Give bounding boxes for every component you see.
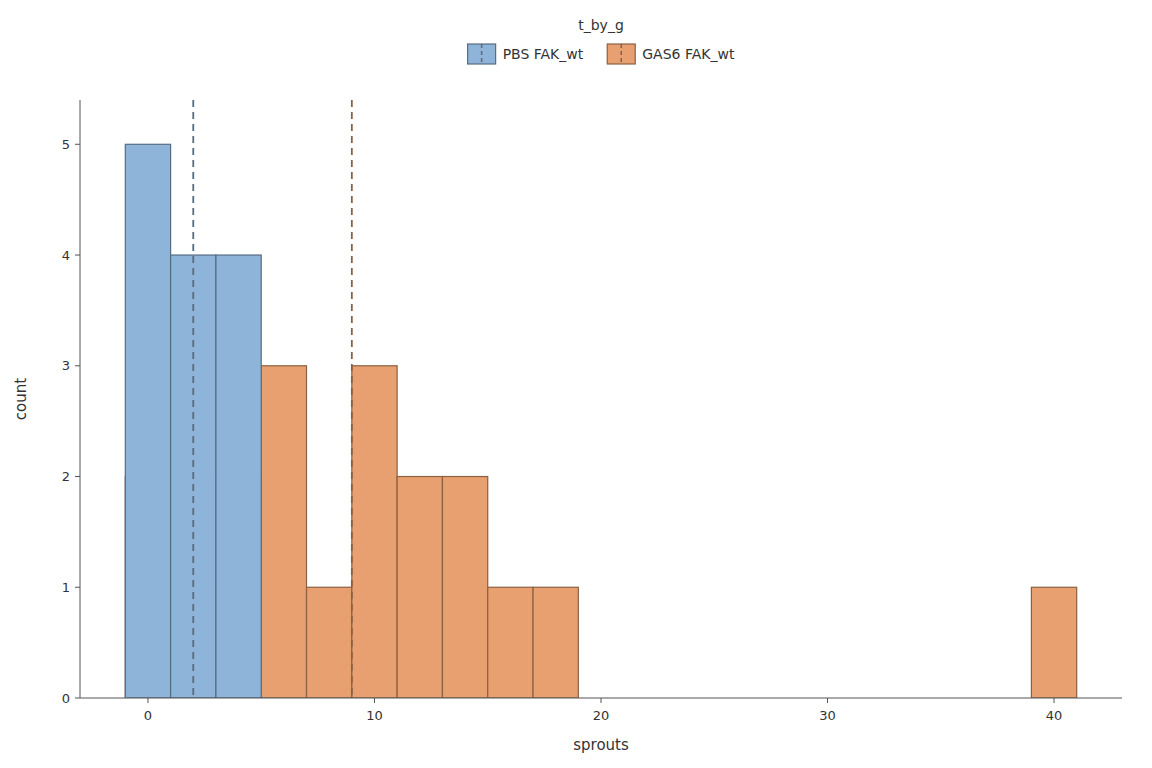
axes: 0 10 20 30 40 0 1 2 3 4 5 sprouts count [12,100,1122,754]
histogram-bar [261,366,306,698]
legend-title: t_by_g [578,17,624,33]
y-tick-label: 0 [62,691,70,706]
histogram-bar [307,587,352,698]
x-tick-label: 0 [144,708,152,723]
x-axis-label: sprouts [573,736,629,754]
y-tick-label: 1 [62,580,70,595]
legend-swatch [468,44,496,64]
legend-item: PBS FAK_wt [468,44,584,64]
y-tick [75,365,80,366]
legend-swatch-line [481,44,483,64]
histogram-bar [216,255,261,698]
legend-label: GAS6 FAK_wt [642,46,735,62]
y-axis-line [80,100,81,698]
x-tick [601,698,602,703]
legend-item: GAS6 FAK_wt [607,44,735,64]
y-tick [75,255,80,256]
histogram-bar [125,144,170,698]
x-tick-label: 30 [819,708,836,723]
series [125,144,261,698]
x-tick [147,698,148,703]
x-tick-label: 40 [1046,708,1063,723]
series [125,366,1076,698]
histogram-bar [488,587,533,698]
mean-line [192,100,194,698]
x-tick [1054,698,1055,703]
mean-line [351,100,353,698]
y-tick [75,698,80,699]
y-tick-label: 5 [62,137,70,152]
histogram-bar [397,477,442,698]
chart-svg: 0 10 20 30 40 0 1 2 3 4 5 sprouts count t_by_g PBS FAK… [0,0,1152,768]
chart-container: 0 10 20 30 40 0 1 2 3 4 5 sprouts count t_by_g PBS FAK… [0,0,1152,768]
y-axis-label: count [12,378,30,420]
histogram-bar [442,477,487,698]
x-tick [827,698,828,703]
y-tick-label: 3 [62,358,70,373]
legend-swatch [607,44,635,64]
histogram-bar [533,587,578,698]
histogram-bar [1031,587,1076,698]
legend: t_by_g PBS FAK_wt GAS6 FAK_wt [468,17,735,64]
y-tick [75,476,80,477]
y-tick [75,144,80,145]
legend-label: PBS FAK_wt [503,46,584,62]
x-tick-label: 20 [593,708,610,723]
y-tick [75,587,80,588]
x-tick [374,698,375,703]
legend-swatch-line [620,44,622,64]
y-tick-label: 2 [62,469,70,484]
x-tick-label: 10 [366,708,383,723]
plot-area [125,100,1076,698]
histogram-bar [352,366,397,698]
y-tick-label: 4 [62,248,70,263]
